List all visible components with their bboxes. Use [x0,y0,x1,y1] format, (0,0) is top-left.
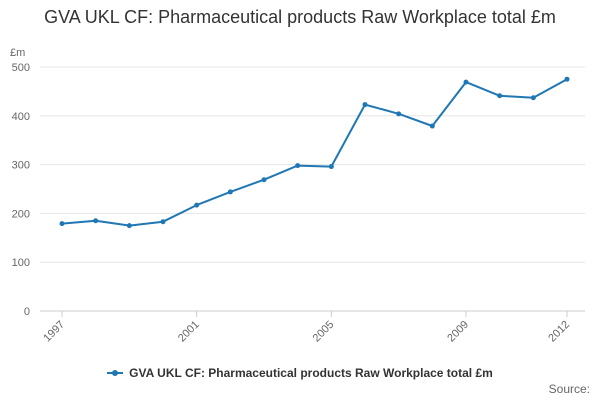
data-point[interactable] [93,218,99,224]
y-tick-label: 100 [12,257,30,269]
source-credit[interactable]: Source: [548,382,590,396]
data-point[interactable] [396,111,402,117]
data-point[interactable] [194,202,200,208]
data-point[interactable] [362,102,368,108]
x-tick-label: 1997 [41,319,67,345]
data-point[interactable] [227,189,233,195]
x-tick-label: 2005 [311,319,337,345]
x-tick-label: 2009 [445,319,471,345]
data-point[interactable] [463,79,469,85]
data-point[interactable] [328,164,334,170]
data-point[interactable] [295,163,301,169]
grid-lines [40,66,585,312]
data-point[interactable] [126,223,132,229]
data-point[interactable] [261,177,267,183]
y-tick-label: 500 [12,62,30,74]
legend[interactable]: GVA UKL CF: Pharmaceutical products Raw … [0,366,600,380]
y-tick-label: 400 [12,111,30,123]
y-tick-label: 0 [24,306,30,318]
y-tick-label: 200 [12,208,30,220]
y-axis-unit: £m [10,47,25,59]
data-point[interactable] [59,221,65,227]
legend-label: GVA UKL CF: Pharmaceutical products Raw … [129,366,493,380]
data-point[interactable] [429,123,435,129]
x-tick-label: 2001 [176,319,202,345]
series-group [59,76,570,229]
y-tick-label: 300 [12,160,30,172]
chart-title: GVA UKL CF: Pharmaceutical products Raw … [44,7,556,27]
legend-swatch [107,369,124,376]
data-point[interactable] [497,93,503,99]
data-point[interactable] [564,76,570,82]
series-line [61,78,568,227]
data-point[interactable] [160,219,166,225]
data-point[interactable] [530,95,536,101]
x-tick-label: 2012 [546,319,572,345]
